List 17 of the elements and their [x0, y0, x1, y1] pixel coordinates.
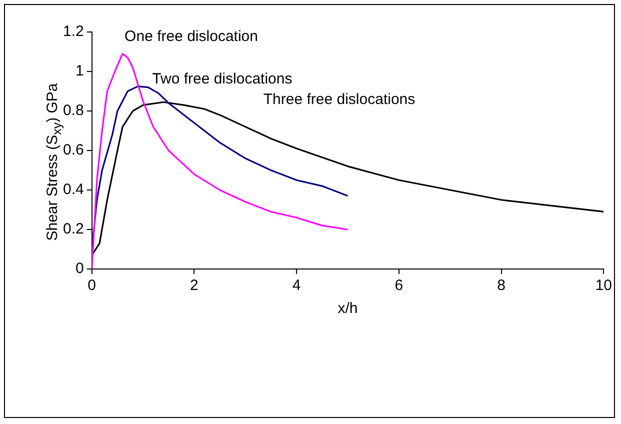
y-tick-label: 0.6: [62, 142, 84, 159]
x-tick-label: 2: [190, 277, 198, 294]
y-tick-label: 0.8: [62, 102, 84, 120]
series-label: Three free dislocations: [263, 90, 416, 108]
x-tick-label: 10: [595, 277, 612, 294]
x-tick-label: 8: [497, 277, 506, 294]
y-tick-label: 0.2: [62, 220, 84, 238]
y-tick-label: 1: [76, 62, 84, 80]
series-label: Two free dislocations: [152, 70, 292, 88]
series-label: One free dislocation: [124, 28, 258, 45]
x-tick-label: 4: [292, 277, 301, 294]
y-tick-label: 0.4: [62, 181, 84, 198]
x-axis-title: x/h: [338, 300, 358, 318]
y-tick-label: 1.2: [62, 23, 84, 40]
x-tick-label: 0: [88, 277, 96, 294]
x-tick-label: 6: [394, 277, 404, 294]
y-tick-label: 0: [76, 260, 84, 278]
